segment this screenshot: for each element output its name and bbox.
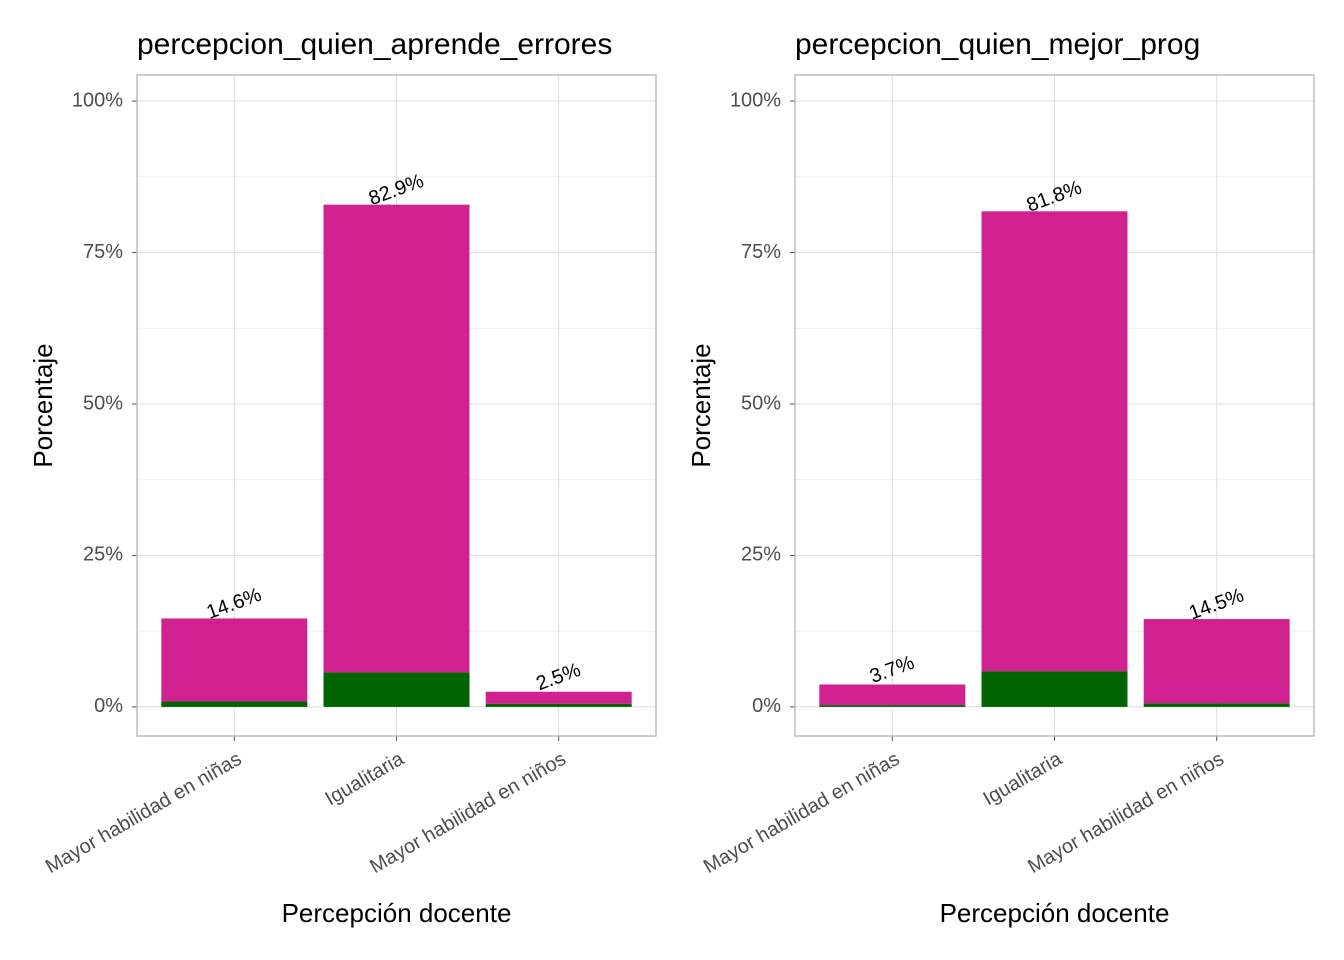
y-axis-label: Porcentaje — [686, 343, 716, 467]
bar-segment — [485, 703, 632, 707]
bar-segment — [323, 672, 470, 707]
panel-border — [794, 74, 1315, 737]
bar-segment — [1143, 619, 1290, 704]
y-tick-label: 50% — [741, 392, 781, 414]
bar-segment — [1143, 703, 1290, 707]
y-tick-label: 25% — [83, 544, 123, 566]
panel-border — [136, 74, 657, 737]
chart-title: percepcion_quien_mejor_prog — [795, 28, 1200, 61]
bar-segment — [981, 671, 1128, 707]
x-axis-label: Percepción docente — [282, 898, 512, 928]
x-tick-label: Igualitaria — [322, 747, 409, 810]
bar-segment — [981, 211, 1128, 672]
y-tick-label: 0% — [752, 695, 781, 717]
y-tick-label: 25% — [741, 544, 781, 566]
y-tick-label: 100% — [72, 89, 123, 111]
chart-title: percepcion_quien_aprende_errores — [137, 28, 612, 61]
y-axis-label: Porcentaje — [28, 343, 58, 467]
bar-segment — [323, 204, 470, 673]
y-tick-label: 75% — [83, 241, 123, 263]
y-tick-label: 0% — [94, 695, 123, 717]
y-tick-label: 50% — [83, 392, 123, 414]
x-tick-label: Mayor habilidad en niñas — [700, 748, 904, 878]
bar-segment — [819, 705, 966, 707]
y-tick-label: 100% — [730, 89, 781, 111]
bar-segment — [161, 701, 308, 707]
y-tick-label: 75% — [741, 241, 781, 263]
x-axis-label: Percepción docente — [940, 898, 1170, 928]
bar-segment — [819, 684, 966, 706]
bar-segment — [485, 691, 632, 704]
x-tick-label: Igualitaria — [980, 747, 1067, 810]
bar-segment — [161, 618, 308, 702]
x-tick-label: Mayor habilidad en niñas — [42, 748, 246, 878]
